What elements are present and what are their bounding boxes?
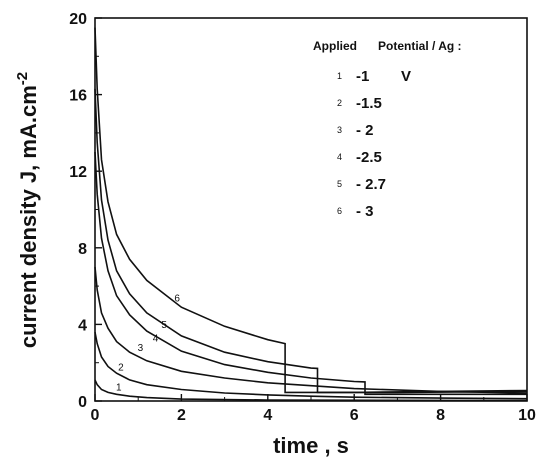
series-line-3 (94, 266, 528, 394)
legend-title-left: Applied (313, 39, 357, 53)
x-axis-ticks: 0 2 4 6 8 10 (91, 394, 536, 424)
legend-title-right: Potential / Ag : (378, 39, 462, 53)
legend-entry-unit: V (401, 68, 411, 85)
y-tick-label: 20 (69, 11, 87, 28)
legend-entry-number: 2 (337, 98, 342, 108)
x-tick-label: 6 (350, 407, 359, 424)
x-tick-label: 4 (263, 407, 272, 424)
series-line-6 (94, 27, 528, 394)
y-axis-title-main: current density J, mA.cm (16, 85, 41, 348)
x-tick-label: 0 (91, 407, 100, 424)
legend-entry-value: - 3 (356, 203, 374, 220)
x-tick-label: 10 (518, 407, 536, 424)
y-tick-label: 4 (78, 317, 87, 334)
legend-entries: 1 -1 V 2 -1.5 3 - 2 4 -2.5 5 - 2.7 6 - 3 (337, 68, 411, 220)
legend: Applied Potential / Ag : 1 -1 V 2 -1.5 3 - 2 4 -… (313, 39, 462, 220)
y-axis-title-group: current density J, mA.cm-2 (14, 72, 41, 348)
series-line-4 (94, 151, 527, 396)
series-group (94, 27, 528, 402)
x-tick-label: 8 (436, 407, 445, 424)
curve-label-group: 1 2 345 6 (116, 293, 180, 393)
y-tick-label: 0 (78, 394, 87, 411)
y-axis-title-superscript: -2 (14, 72, 31, 85)
y-tick-label: 16 (69, 88, 87, 105)
y-tick-label: 12 (69, 164, 87, 181)
legend-entry-number: 4 (337, 152, 342, 162)
x-axis-title: time , s (273, 433, 349, 458)
legend-entry-value: -2.5 (356, 149, 382, 166)
curve-label-3: 3 (138, 343, 144, 354)
legend-entry-number: 1 (337, 71, 342, 81)
curve-label-2: 2 (118, 362, 124, 373)
legend-entry-value: -1 (356, 68, 369, 85)
legend-entry-value: -1.5 (356, 95, 382, 112)
legend-entry-number: 5 (337, 179, 342, 189)
curve-label-6: 6 (174, 293, 180, 304)
legend-entry-value: - 2.7 (356, 176, 386, 193)
curve-label-4: 4 (153, 334, 159, 345)
y-axis-title: current density J, mA.cm-2 (14, 72, 41, 348)
curve-label-5: 5 (161, 320, 167, 331)
series-line-2 (94, 331, 528, 400)
legend-entry-value: - 2 (356, 122, 374, 139)
y-axis-ticks: 0 4 8 12 16 20 (69, 11, 102, 411)
plot-frame (94, 17, 528, 402)
series-line-5 (94, 88, 528, 394)
x-tick-label: 2 (177, 407, 186, 424)
legend-entry-number: 6 (337, 206, 342, 216)
curve-label-1: 1 (116, 383, 122, 394)
y-tick-label: 8 (78, 241, 87, 258)
legend-entry-number: 3 (337, 125, 342, 135)
